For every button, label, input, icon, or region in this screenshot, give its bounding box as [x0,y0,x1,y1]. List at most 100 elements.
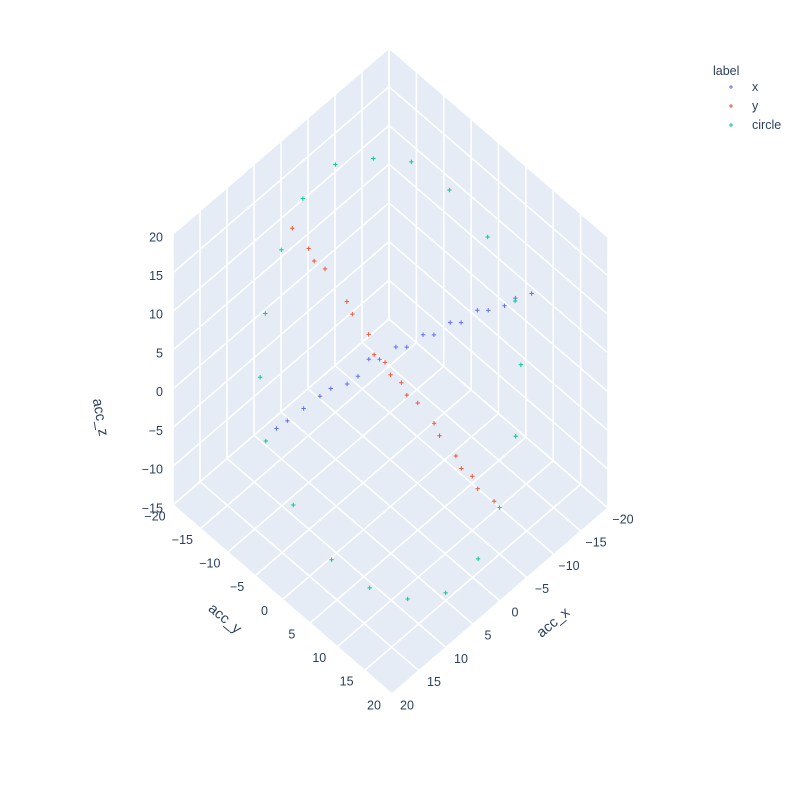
data-point [291,502,296,508]
z-axis-title: acc_z [89,397,111,437]
gridline-y-floor [254,389,472,577]
data-point [344,299,350,304]
z-tick-label: −5 [149,424,163,438]
data-point [350,311,355,317]
data-point [306,246,311,251]
data-point [399,380,404,385]
data-point [470,474,475,479]
legend-title: label [713,64,739,78]
data-point [371,352,377,357]
y-axis-title: acc_y [205,601,245,638]
gridline-z-side [388,240,609,432]
gridline-z-back [172,318,390,506]
data-point [355,374,361,379]
z-tick-label: −15 [142,501,163,515]
data-point [322,266,328,272]
gridline-z-side [388,124,609,316]
data-point [405,596,410,602]
data-point [393,344,399,350]
data-point [437,433,442,438]
gridline-z-back [172,279,390,467]
legend-marker [729,85,733,89]
data-point [486,308,491,313]
data-point [263,311,268,316]
data-point [447,187,452,193]
data-point [512,298,518,304]
legend-item-x[interactable]: x [729,80,759,94]
data-point [388,372,393,378]
x-tick-label: −5 [535,582,549,596]
gridline-z-back [172,86,390,274]
gridline-z-back [172,124,390,313]
data-point [274,426,279,431]
data-point [404,344,409,350]
data-point [513,434,518,439]
data-point [491,499,497,504]
data-point [502,303,507,308]
x-tick-label: 0 [512,605,519,619]
gridline-z-back [172,47,390,235]
gridline-y-floor [281,412,500,601]
data-point [366,357,371,362]
legend-label: y [752,99,759,113]
y-tick-label: 0 [261,604,268,618]
data-point [257,375,263,380]
data-point [317,393,323,399]
y-tick-label: −15 [172,533,193,547]
gridline-y-floor [227,365,445,553]
gridline-z-side [388,86,609,277]
data-point [431,332,437,338]
data-point [459,466,464,471]
gridline-z-back [172,202,390,390]
legend-label: x [752,80,759,94]
x-axis-title: acc_x [534,604,574,641]
z-tick-label: 0 [156,385,163,399]
x-tick-label: 10 [454,652,468,666]
data-point [518,362,524,367]
data-point [420,332,426,337]
data-points [257,156,534,602]
data-point [382,360,388,365]
y-tick-label: 5 [288,627,295,641]
data-point [475,486,480,491]
x-tick-label: −10 [558,559,579,573]
legend-marker [729,123,733,127]
data-point [285,418,290,424]
data-point [453,453,459,459]
z-tick-label: 20 [149,230,163,244]
data-point [366,332,371,337]
gridline-y-floor [391,507,609,695]
series-circle [257,156,524,602]
x-tick-label: 20 [400,698,414,712]
data-point [485,234,490,240]
gridline-z-side [388,279,609,470]
data-point [367,585,372,591]
data-point [475,308,480,313]
z-tick-label: 15 [149,269,163,283]
y-tick-label: −5 [230,580,244,594]
y-tick-label: 20 [367,698,381,712]
data-point [497,505,502,510]
gridline-z-side [388,47,609,238]
z-tick-label: 5 [156,346,163,360]
x-tick-label: 5 [485,629,492,643]
data-point [409,159,414,165]
x-tick-label: −15 [585,536,606,550]
gridline-z-back [172,240,390,429]
series-y [290,226,497,504]
data-point [300,196,306,201]
data-point [290,226,295,231]
data-point [475,556,481,562]
z-tick-label: 10 [149,308,163,322]
series-x [274,291,534,431]
legend-item-y[interactable]: y [729,99,759,113]
data-point [328,386,333,391]
y-tick-label: −10 [199,557,220,571]
legend[interactable]: label xy circle [713,64,781,132]
data-point [458,320,464,325]
legend-item-circle[interactable]: circle [729,118,781,132]
gridline-z-side [388,202,609,393]
data-point [301,406,306,411]
data-point [404,392,410,398]
